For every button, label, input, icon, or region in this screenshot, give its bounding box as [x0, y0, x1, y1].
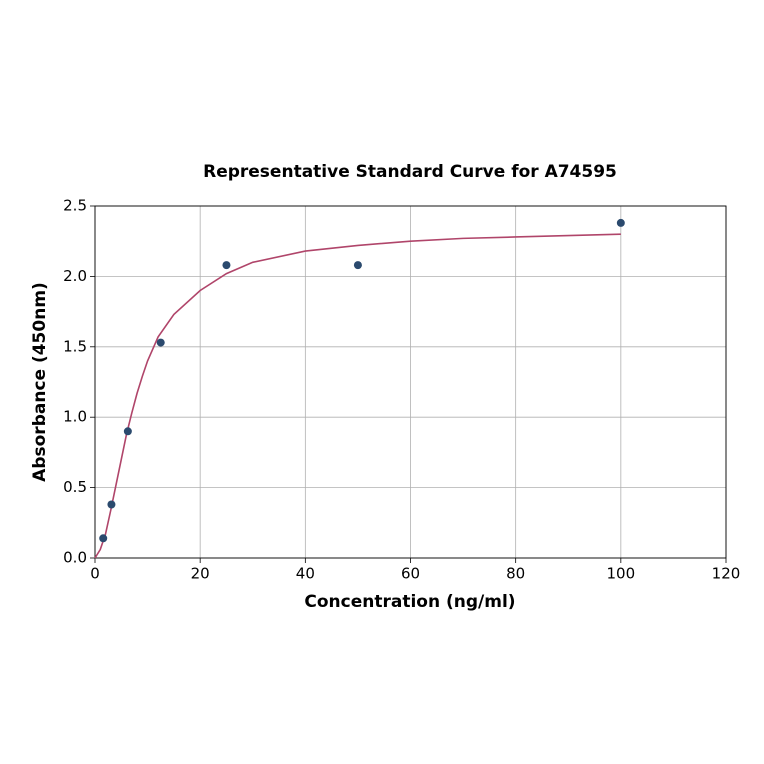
- data-point: [123, 427, 132, 436]
- y-tick-label: 0.0: [63, 549, 87, 567]
- x-tick-label: 40: [296, 565, 315, 583]
- data-point: [222, 261, 231, 270]
- data-point: [353, 261, 362, 270]
- y-axis-label: Absorbance (450nm): [30, 282, 50, 482]
- y-tick-label: 2.5: [63, 197, 87, 215]
- x-tick-label: 0: [90, 565, 100, 583]
- y-tick-label: 2.0: [63, 267, 87, 285]
- data-point: [616, 218, 625, 227]
- plot-frame: [94, 205, 727, 559]
- x-tick-label: 120: [712, 565, 741, 583]
- chart-title: Representative Standard Curve for A74595: [203, 162, 617, 182]
- x-tick-label: 100: [607, 565, 636, 583]
- y-tick-label: 1.5: [63, 337, 87, 355]
- x-tick-label: 80: [506, 565, 525, 583]
- fit-curve: [94, 233, 621, 559]
- data-point: [156, 338, 165, 347]
- x-tick-label: 60: [401, 565, 420, 583]
- data-point: [99, 534, 108, 543]
- x-tick-label: 20: [191, 565, 210, 583]
- x-axis-label: Concentration (ng/ml): [304, 592, 515, 612]
- y-tick-label: 1.0: [63, 408, 87, 426]
- y-tick-label: 0.5: [63, 478, 87, 496]
- data-point: [107, 500, 116, 509]
